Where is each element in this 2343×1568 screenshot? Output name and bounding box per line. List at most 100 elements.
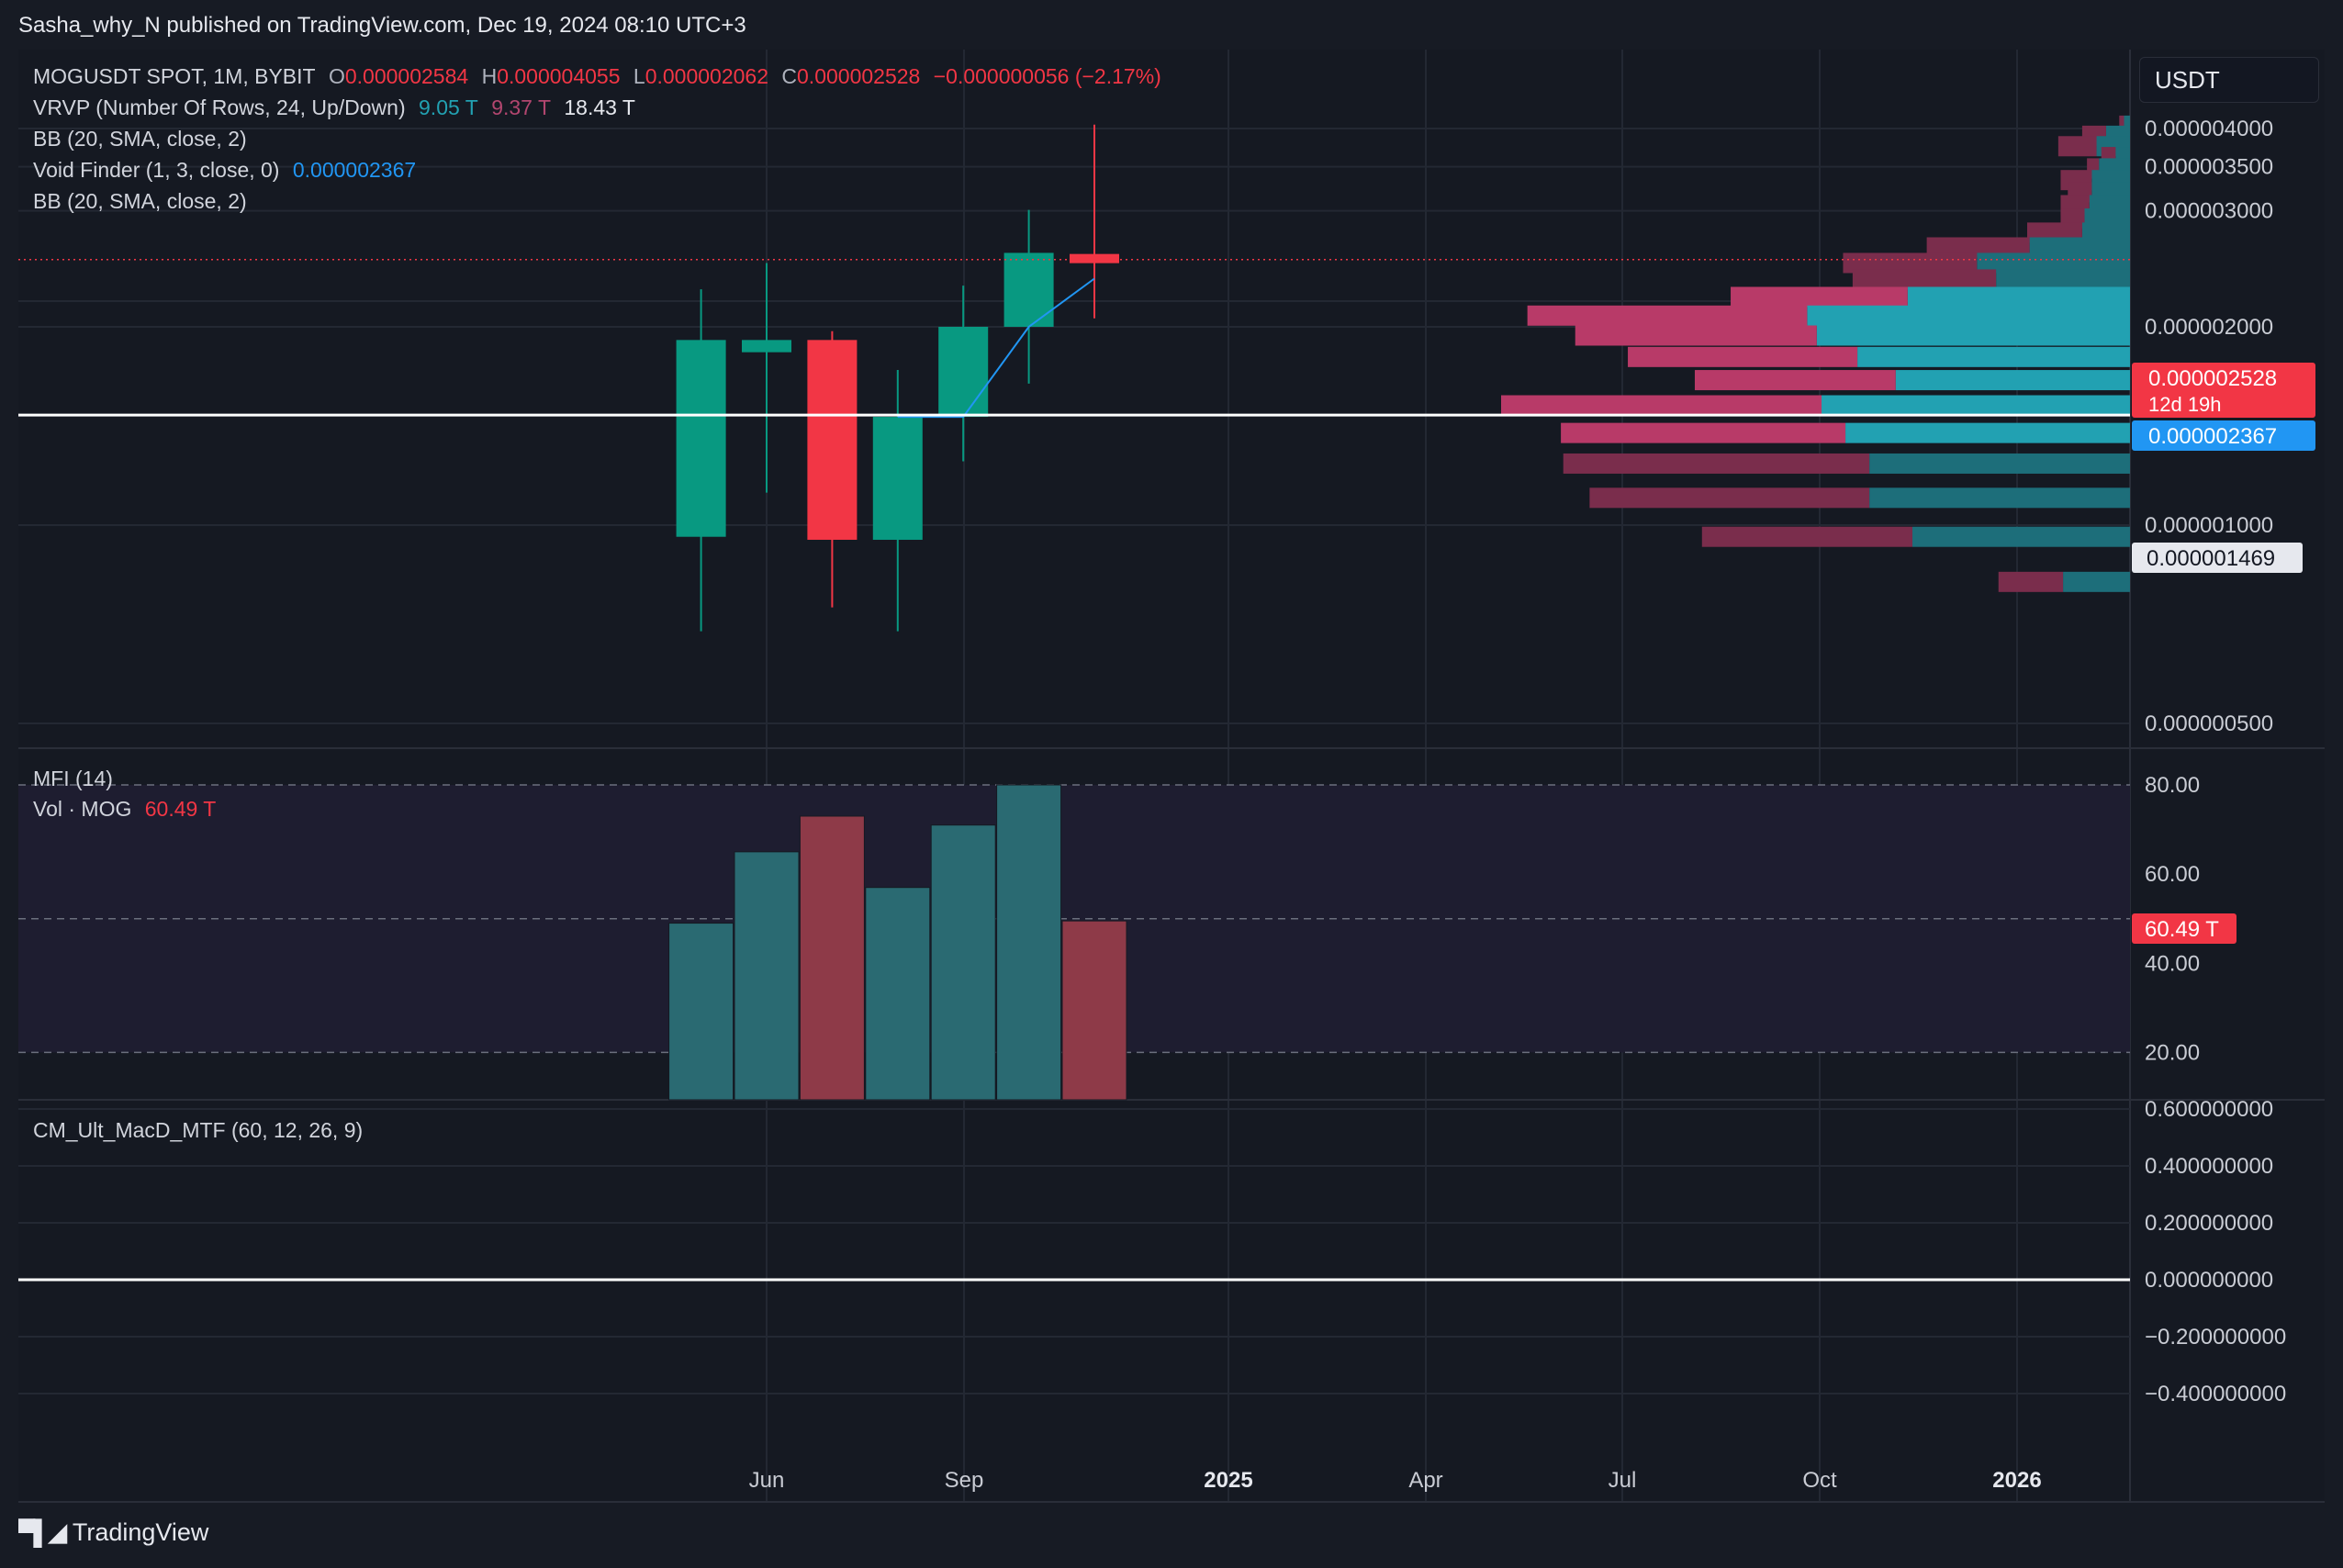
time-axis: Jun Sep 2025 Apr Jul Oct 2026	[749, 1468, 2042, 1493]
mfi-legend[interactable]: MFI (14)	[33, 767, 120, 791]
vp-down-bar	[1926, 237, 2030, 258]
vp-up-bar	[1807, 305, 2130, 326]
horizontal-line-badge	[2132, 543, 2303, 573]
vp-down-bar	[1589, 487, 1870, 509]
vp-down-bar	[1852, 269, 1997, 290]
mfi-label: MFI (14)	[33, 767, 113, 790]
time-tick-label: Jun	[749, 1468, 785, 1493]
bb1-legend[interactable]: BB (20, SMA, close, 2)	[33, 127, 254, 151]
price-tick-label: 0.000003500	[2145, 155, 2273, 180]
vrvp-total-value: 18.43 T	[564, 95, 635, 119]
symbol-legend: MOGUSDT SPOT, 1M, BYBIT O0.000002584 H0.…	[33, 64, 1169, 89]
vp-up-bar	[1857, 346, 2130, 367]
macd-tick-label: −0.200000000	[2145, 1325, 2286, 1350]
time-tick-label: Apr	[1408, 1468, 1442, 1493]
vrvp-down-value: 9.37 T	[491, 95, 551, 119]
low-value: 0.000002062	[645, 64, 768, 88]
candle-body	[1003, 252, 1054, 327]
time-tick-label: 2026	[1992, 1468, 2041, 1493]
vp-up-bar	[1869, 487, 2130, 509]
currency-selector-button[interactable]: USDT	[2139, 57, 2319, 103]
tradingview-logo-icon: ▀▌◢	[18, 1518, 67, 1546]
overlay-lines	[18, 258, 2130, 417]
vol-legend[interactable]: Vol · MOG 60.49 T	[33, 797, 223, 822]
vp-up-bar	[1869, 453, 2130, 474]
high-value: 0.000004055	[497, 64, 621, 88]
publisher-header: Sasha_why_N published on TradingView.com…	[18, 13, 746, 38]
bb2-legend[interactable]: BB (20, SMA, close, 2)	[33, 189, 254, 214]
vp-down-bar	[1694, 370, 1896, 391]
mfi-pane	[18, 784, 2130, 1101]
vp-up-bar	[1822, 395, 2130, 416]
candle-body	[742, 340, 791, 353]
volume-bar	[734, 851, 800, 1101]
vp-up-bar	[1907, 286, 2130, 308]
vp-down-bar	[1628, 346, 1858, 367]
tradingview-logo-text: TradingView	[72, 1518, 209, 1546]
price-tick-label: 0.000000500	[2145, 711, 2273, 736]
open-value: 0.000002584	[344, 64, 469, 88]
open-label: O	[328, 64, 345, 88]
void-finder-legend[interactable]: Void Finder (1, 3, close, 0) 0.000002367	[33, 158, 423, 183]
mfi-tick-label: 60.00	[2145, 862, 2200, 887]
volume-bar	[996, 784, 1062, 1101]
candle-body	[1070, 253, 1119, 263]
price-tick-label: 0.000001000	[2145, 513, 2273, 538]
price-tick-label: 0.000004000	[2145, 117, 2273, 141]
close-label: C	[781, 64, 798, 88]
vrvp-label: VRVP (Number Of Rows, 24, Up/Down)	[33, 95, 406, 119]
macd-tick-label: 0.600000000	[2145, 1097, 2273, 1122]
macd-tick-label: 0.200000000	[2145, 1211, 2273, 1236]
volume-bar	[668, 923, 734, 1101]
low-label: L	[633, 64, 645, 88]
vp-down-bar	[1998, 571, 2064, 592]
volume-bar	[930, 824, 996, 1101]
volume-bar	[799, 815, 865, 1101]
vp-down-bar	[1731, 286, 1908, 308]
macd-label: CM_Ult_MacD_MTF (60, 12, 26, 9)	[33, 1118, 364, 1142]
void-finder-value: 0.000002367	[292, 158, 417, 182]
vp-down-bar	[1563, 453, 1870, 474]
time-tick-label: Jul	[1609, 1468, 1637, 1493]
void-finder-badge-text: 0.000002367	[2148, 424, 2277, 449]
last-price-badge-text: 0.000002528	[2148, 366, 2277, 391]
tradingview-logo[interactable]: ▀▌◢ TradingView	[18, 1518, 208, 1547]
candle-body	[807, 340, 858, 540]
volume-bar	[1061, 920, 1127, 1101]
bb2-label: BB (20, SMA, close, 2)	[33, 189, 247, 213]
close-value: 0.000002528	[797, 64, 921, 88]
vp-up-bar	[1996, 269, 2130, 290]
mfi-tick-label: 40.00	[2145, 951, 2200, 976]
macd-tick-label: 0.000000000	[2145, 1268, 2273, 1293]
time-tick-label: Oct	[1802, 1468, 1837, 1493]
candle-body	[938, 327, 989, 418]
volume-value-badge-text: 60.49 T	[2145, 917, 2219, 942]
time-tick-label: Sep	[945, 1468, 984, 1493]
vp-up-bar	[1845, 422, 2130, 443]
vp-down-bar	[1575, 325, 1817, 346]
vp-down-bar	[1701, 526, 1912, 547]
vp-down-bar	[1843, 252, 1978, 274]
volume-value-badge	[2132, 913, 2236, 944]
symbol-label[interactable]: MOGUSDT SPOT, 1M, BYBIT	[33, 64, 316, 88]
macd-tick-label: −0.400000000	[2145, 1382, 2286, 1406]
vp-down-bar	[1501, 395, 1822, 416]
macd-legend[interactable]: CM_Ult_MacD_MTF (60, 12, 26, 9)	[33, 1118, 370, 1143]
void-finder-polyline	[897, 277, 1095, 419]
vp-down-bar	[1527, 305, 1808, 326]
mfi-tick-label: 20.00	[2145, 1040, 2200, 1065]
vrvp-up-value: 9.05 T	[419, 95, 478, 119]
bb1-label: BB (20, SMA, close, 2)	[33, 127, 247, 151]
macd-tick-label: 0.400000000	[2145, 1154, 2273, 1179]
vol-label: Vol · MOG	[33, 797, 132, 821]
last-price-countdown: 12d 19h	[2148, 393, 2222, 416]
vp-down-bar	[1561, 422, 1846, 443]
last-price-badge	[2132, 363, 2315, 418]
volume-profile	[1501, 115, 2130, 592]
high-label: H	[481, 64, 498, 88]
vp-up-bar	[1911, 526, 2130, 547]
price-tick-label: 0.000002000	[2145, 315, 2273, 340]
candles	[676, 124, 1119, 632]
vrvp-legend[interactable]: VRVP (Number Of Rows, 24, Up/Down) 9.05 …	[33, 95, 643, 120]
